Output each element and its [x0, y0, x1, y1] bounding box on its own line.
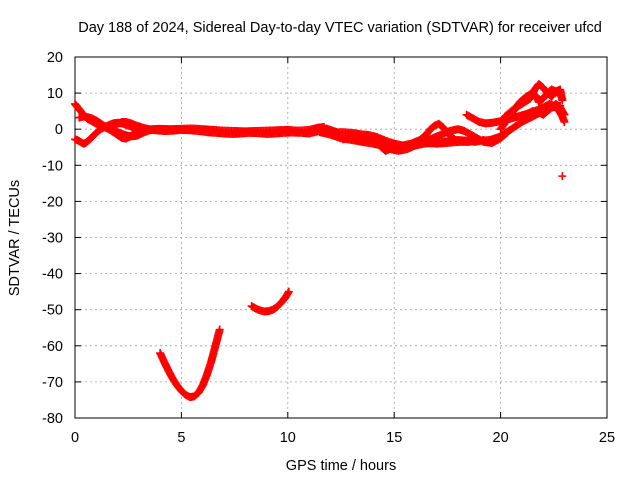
y-tick-label: -40 [42, 267, 63, 283]
y-tick-label: -30 [42, 231, 63, 247]
axis-ticks [74, 56, 608, 419]
series-track-j [339, 125, 511, 155]
data-markers [71, 80, 569, 402]
x-tick-label: 20 [493, 430, 509, 446]
x-tick-label: 5 [177, 430, 185, 446]
y-tick-label: -60 [42, 339, 63, 355]
y-tick-label: 0 [55, 122, 63, 138]
x-tick-label: 10 [280, 430, 296, 446]
y-tick-label: -70 [42, 375, 63, 391]
y-tick-label: -50 [42, 303, 63, 319]
series-arc-2 [247, 287, 293, 316]
y-tick-label: 20 [47, 50, 63, 66]
x-tick-label: 15 [386, 430, 402, 446]
data-point [215, 325, 224, 334]
data-point [558, 96, 567, 105]
data-point [284, 287, 293, 296]
data-point [560, 117, 569, 126]
y-tick-label: 10 [47, 86, 63, 102]
data-point [558, 172, 567, 181]
series-track-o [522, 99, 569, 119]
x-tick-label: 0 [71, 430, 79, 446]
chart-title: Day 188 of 2024, Sidereal Day-to-day VTE… [78, 20, 602, 36]
series-arc-1 [156, 325, 224, 402]
y-axis-label: SDTVAR / TECUs [7, 180, 23, 296]
series-track-g [147, 123, 328, 136]
data-point [560, 110, 569, 119]
series-outlier [558, 172, 567, 181]
y-tick-label: -20 [42, 194, 63, 210]
x-axis-tick-labels: 0 5 10 15 20 25 [71, 430, 615, 446]
x-tick-label: 25 [599, 430, 615, 446]
x-axis-label: GPS time / hours [286, 458, 396, 474]
y-tick-label: -10 [42, 158, 63, 174]
y-tick-label: -80 [42, 411, 63, 427]
series-track-n [500, 80, 567, 121]
y-axis-tick-labels: -80 -70 -60 -50 -40 -30 -20 -10 0 10 20 [42, 50, 63, 427]
